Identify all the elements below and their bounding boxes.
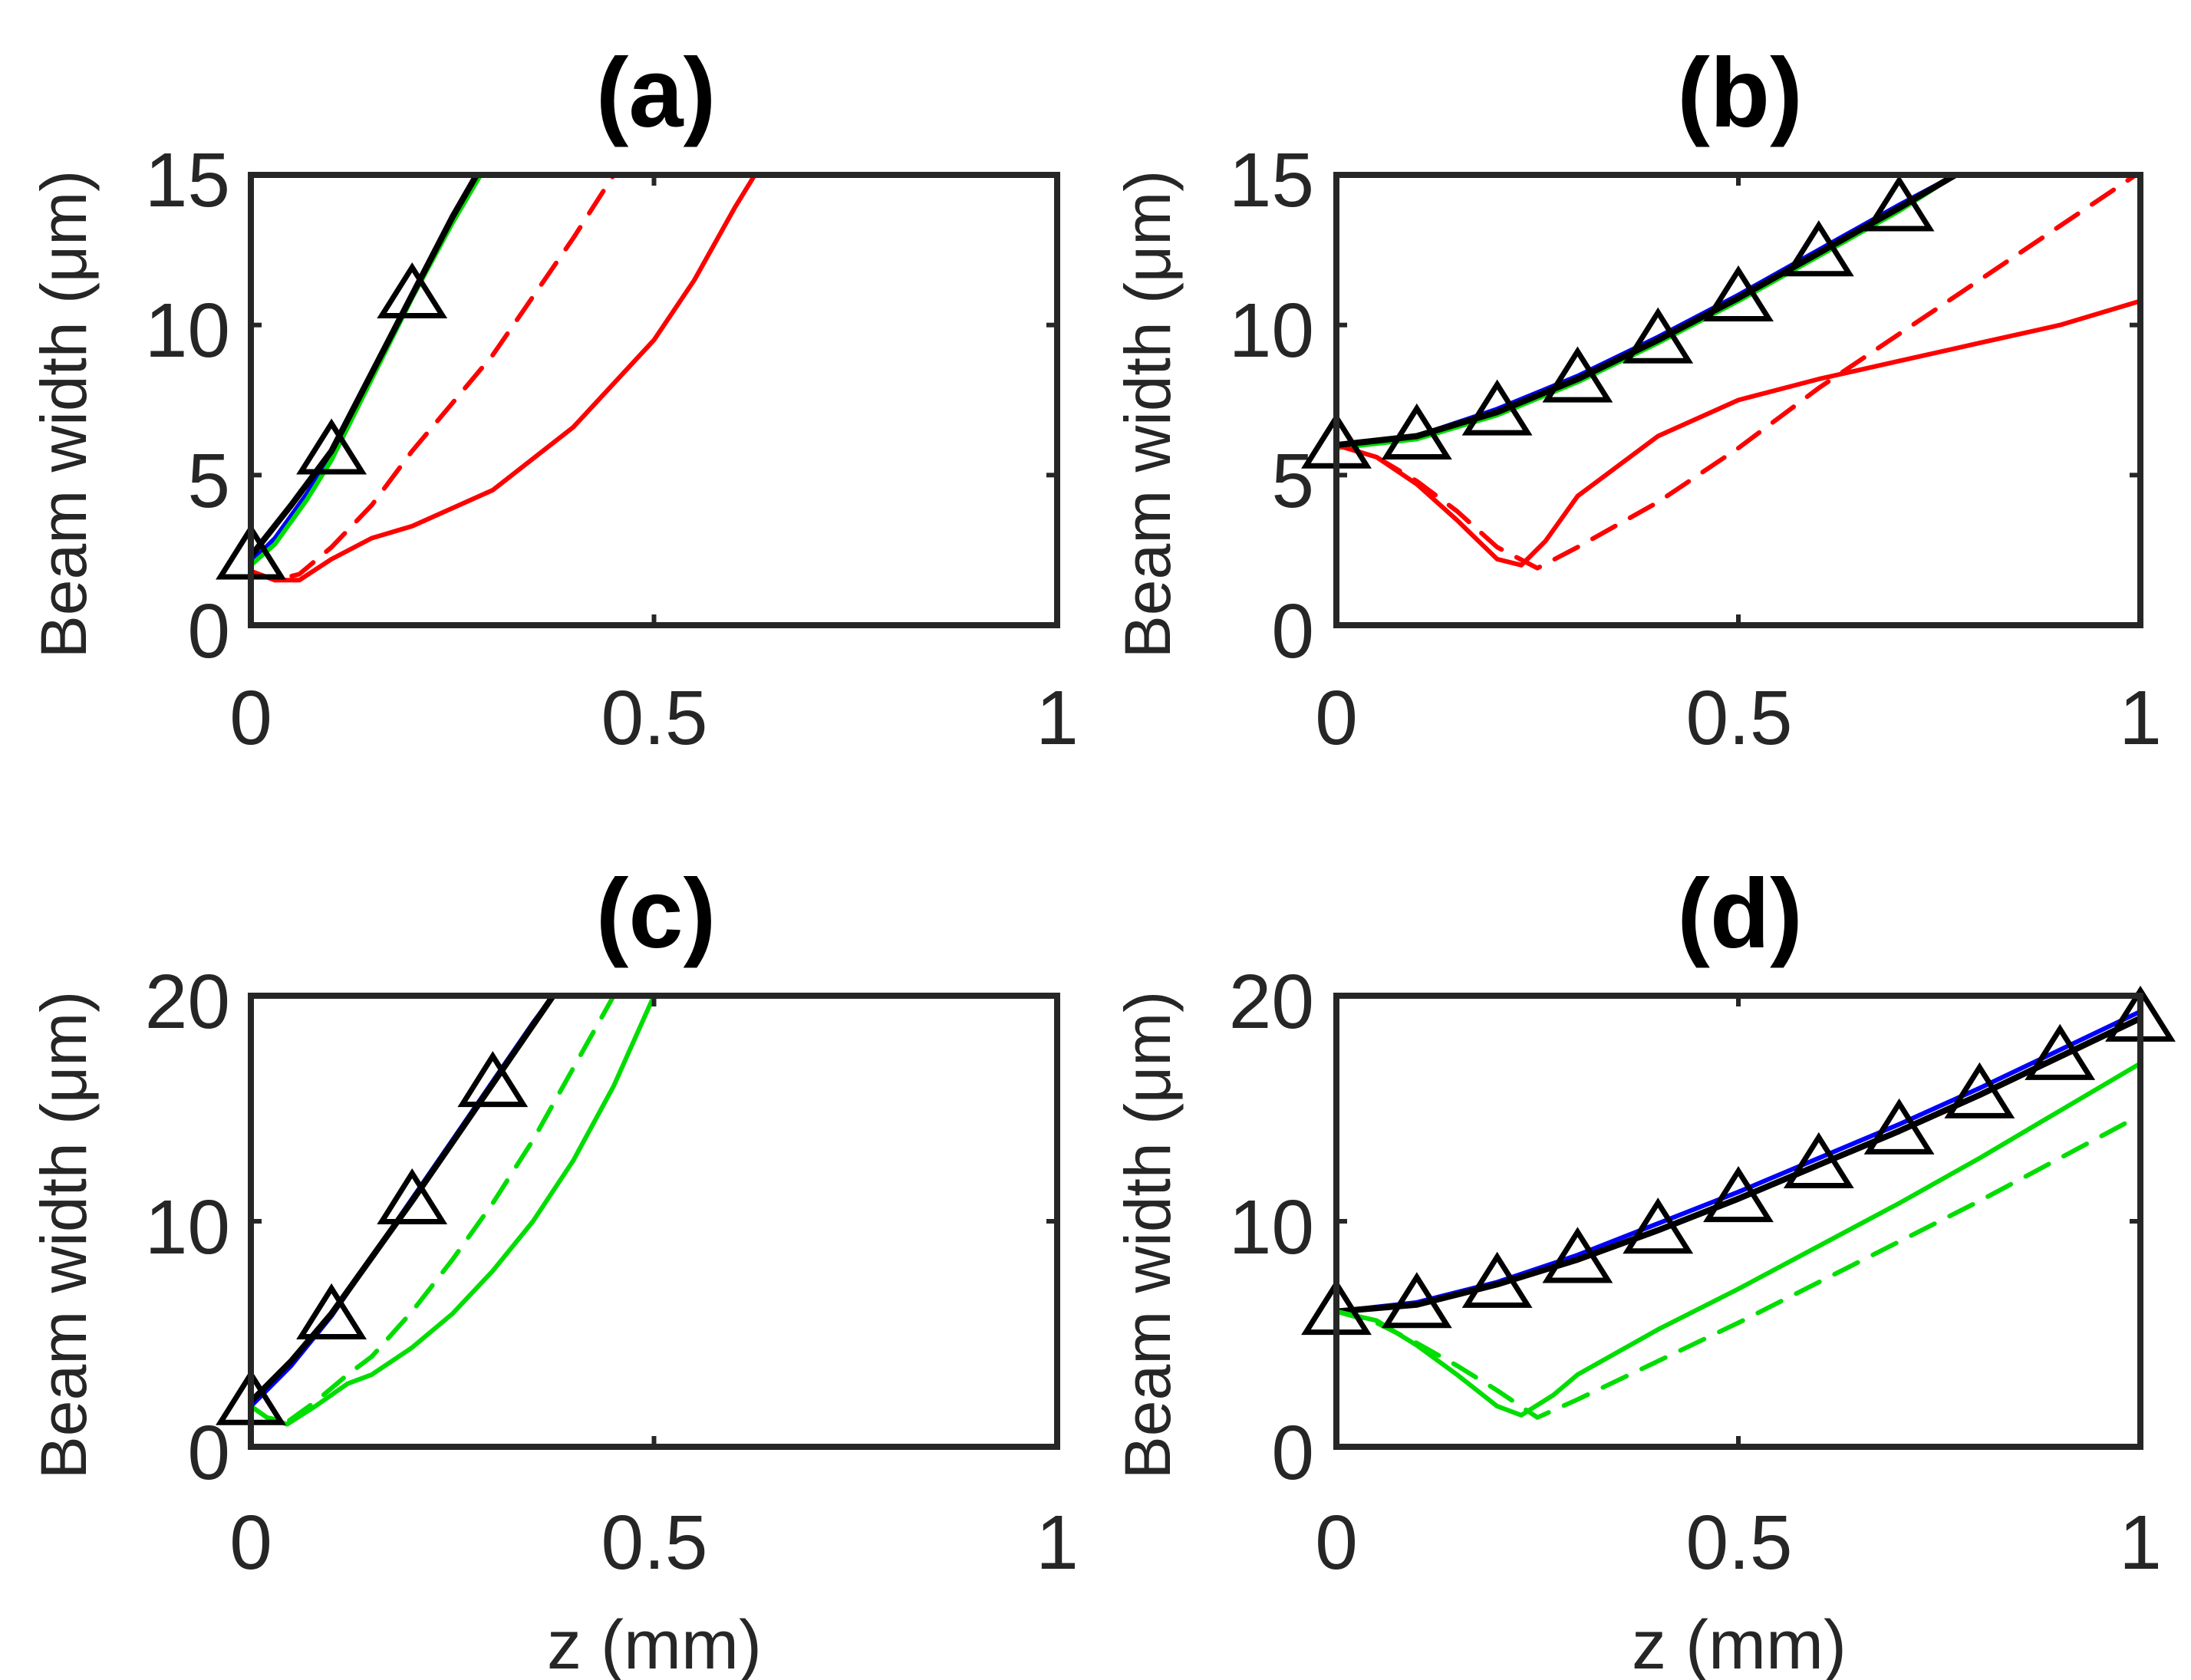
series-group: [1336, 175, 2140, 571]
triangle-marker: [296, 418, 367, 475]
y-tick-label: 15: [1229, 137, 1314, 223]
panel-d: (d) Beam width (μm) 20 10 0 0 0.5 1 z (m…: [1112, 859, 2176, 1680]
triangle-marker: [377, 1168, 448, 1225]
x-tick-label: 0.5: [1685, 1500, 1792, 1586]
x-tick-label: 1: [1036, 675, 1079, 761]
triangle-marker: [1703, 265, 1774, 321]
series-line: [1336, 175, 1958, 451]
tick-labels: 15 10 5 0 0 0.5 1: [1229, 137, 2162, 761]
y-tick-label: 10: [145, 1184, 230, 1270]
tick-labels: 20 10 0 0 0.5 1: [1229, 959, 2162, 1586]
axes-frame: [1333, 172, 2143, 628]
panel-c: (c) Beam width (μm) 20 10 0 0 0.5 1 z (m…: [28, 859, 1079, 1680]
axes-frame: [248, 993, 1060, 1450]
series-line: [1336, 1061, 2140, 1418]
series-line: [1336, 298, 2140, 568]
series-line: [251, 996, 557, 1405]
triangle-marker: [1542, 346, 1613, 403]
y-tick-label: 10: [1229, 288, 1314, 374]
series-line: [1336, 175, 1958, 448]
x-tick-label: 0: [229, 675, 272, 761]
axes-frame: [248, 172, 1060, 628]
triangle-marker: [1461, 1251, 1533, 1308]
triangle-marker: [1461, 379, 1533, 436]
triangle-marker: [1703, 1166, 1774, 1223]
y-tick-label: 10: [145, 288, 230, 374]
series-group: [251, 175, 757, 583]
panel-title: (a): [596, 38, 716, 148]
x-tick-label: 0: [1315, 675, 1358, 761]
y-tick-label: 5: [187, 438, 230, 524]
triangle-marker: [1381, 403, 1452, 460]
x-tick-label: 1: [2119, 675, 2162, 761]
plot-area: [1301, 985, 2176, 1450]
series-group: [1336, 1009, 2140, 1420]
y-tick-label: 10: [1229, 1184, 1314, 1270]
x-axis-label: z (mm): [1632, 1607, 1847, 1680]
panel-b: (b) Beam width (μm) 15 10 5 0 0 0.5 1: [1112, 38, 2162, 761]
y-axis-label: Beam width (μm): [28, 991, 100, 1480]
triangle-marker: [1623, 1197, 1694, 1254]
series-line: [251, 175, 480, 559]
y-tick-label: 5: [1271, 438, 1314, 524]
series-line: [1336, 175, 2140, 571]
triangle-marker: [2025, 1023, 2096, 1080]
triangle-marker: [296, 1283, 367, 1339]
x-axis-label: z (mm): [547, 1607, 762, 1680]
tick-labels: 15 10 5 0 0 0.5 1: [145, 137, 1079, 761]
y-tick-label: 0: [187, 588, 230, 674]
panel-a: (a) Beam width (μm) 15 10 5 0 0 0.5 1: [28, 38, 1079, 761]
triangle-marker: [1542, 1227, 1613, 1283]
series-line: [1336, 1112, 2140, 1420]
triangle-marker: [1783, 1132, 1854, 1188]
y-tick-label: 0: [1271, 1410, 1314, 1496]
panel-title: (d): [1677, 859, 1802, 969]
series-line: [1336, 1015, 2140, 1315]
triangle-marker: [377, 262, 448, 319]
triangle-marker: [1863, 175, 1935, 232]
y-axis-label: Beam width (μm): [28, 170, 100, 659]
x-tick-label: 0: [229, 1500, 272, 1586]
triangle-marker: [1783, 220, 1854, 277]
panel-title: (c): [596, 859, 716, 969]
x-tick-label: 0.5: [1685, 675, 1792, 761]
series-line: [251, 175, 616, 583]
x-tick-label: 1: [1036, 1500, 1079, 1586]
x-tick-label: 0.5: [601, 1500, 707, 1586]
y-tick-label: 15: [145, 137, 230, 223]
triangle-marker: [1623, 307, 1694, 364]
tick-labels: 20 10 0 0 0.5 1: [145, 959, 1079, 1586]
series-group: [251, 996, 657, 1427]
triangle-marker: [1863, 1098, 1935, 1155]
panel-title: (b): [1677, 38, 1802, 148]
series-line: [251, 996, 657, 1427]
triangle-marker: [1381, 1272, 1452, 1329]
y-tick-label: 20: [1229, 959, 1314, 1045]
x-tick-label: 0: [1315, 1500, 1358, 1586]
axes-frame: [1333, 993, 2143, 1450]
plot-area: [216, 993, 1060, 1450]
x-tick-label: 1: [2119, 1500, 2162, 1586]
series-line: [251, 996, 616, 1425]
y-axis-label: Beam width (μm): [1112, 991, 1184, 1480]
x-tick-label: 0.5: [601, 675, 707, 761]
plot-area: [216, 172, 1060, 628]
series-line: [1336, 1009, 2140, 1314]
y-tick-label: 20: [145, 959, 230, 1045]
series-line: [1336, 175, 1959, 449]
plot-area: [1301, 172, 2143, 628]
y-axis-label: Beam width (μm): [1112, 170, 1184, 659]
series-line: [251, 175, 757, 583]
y-tick-label: 0: [1271, 588, 1314, 674]
triangle-marker: [457, 1051, 529, 1108]
triangle-marker: [1944, 1062, 2015, 1118]
